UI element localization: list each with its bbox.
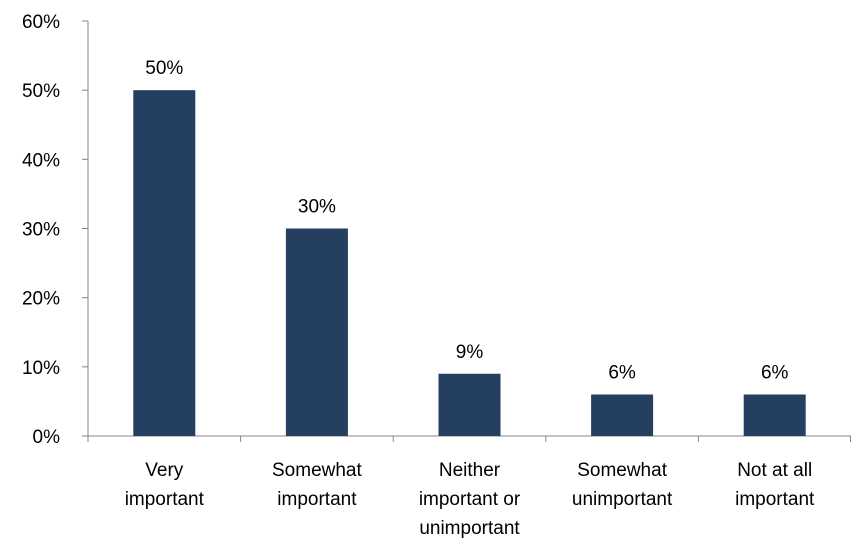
category-label-line: unimportant <box>572 489 673 510</box>
bars <box>133 90 806 437</box>
category-label-line: Somewhat <box>272 460 362 481</box>
category-label: Very important <box>125 460 205 510</box>
data-label: 30% <box>298 197 336 218</box>
bar <box>743 394 806 436</box>
y-tick-label: 20% <box>22 289 60 310</box>
y-tick-label: 40% <box>22 150 60 171</box>
bar <box>133 90 196 437</box>
bar <box>285 228 348 436</box>
data-label: 6% <box>608 363 636 384</box>
category-label-line: important <box>125 489 205 510</box>
category-label-line: Neither <box>439 460 501 481</box>
bar <box>438 373 501 436</box>
data-label: 50% <box>145 58 183 79</box>
category-label-line: important <box>277 489 357 510</box>
category-label-line: unimportant <box>419 518 520 539</box>
y-tick-label: 60% <box>22 12 60 33</box>
category-label-line: Not at all <box>737 460 812 481</box>
x-axis: Very important Somewhat important Neither imp… <box>87 435 851 539</box>
category-label: Neither important or unimportant <box>419 460 521 539</box>
data-label: 9% <box>456 342 484 363</box>
y-tick-label: 0% <box>33 427 61 448</box>
bar <box>591 394 654 436</box>
category-label: Somewhat important <box>272 460 362 510</box>
data-label: 6% <box>761 363 789 384</box>
y-axis: 0% 10% 20% 30% 40% 50% 60% <box>22 12 89 448</box>
category-label-line: Somewhat <box>577 460 667 481</box>
category-label: Somewhat unimportant <box>572 460 673 510</box>
y-tick-label: 30% <box>22 220 60 241</box>
data-labels: 50% 30% 9% 6% 6% <box>145 58 788 383</box>
y-tick-label: 50% <box>22 81 60 102</box>
category-label: Not at all important <box>735 460 815 510</box>
category-label-line: important <box>735 489 815 510</box>
category-label-line: Very <box>145 460 184 481</box>
y-tick-label: 10% <box>22 358 60 379</box>
category-label-line: important or <box>419 489 521 510</box>
